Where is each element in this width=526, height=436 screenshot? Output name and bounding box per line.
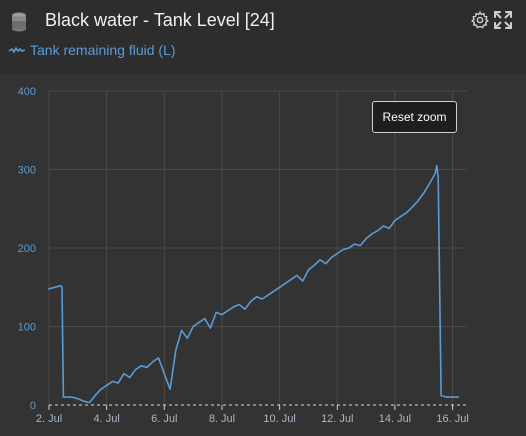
series-line xyxy=(48,164,460,404)
x-tick-label: 4. Jul xyxy=(94,413,120,425)
legend-swatch-icon xyxy=(8,47,26,53)
y-tick-label: 300 xyxy=(18,165,36,177)
widget-title: Black water - Tank Level [24] xyxy=(45,10,275,30)
y-tick-label: 0 xyxy=(30,400,36,412)
tank-icon xyxy=(12,12,26,32)
x-tick-label: 12. Jul xyxy=(321,413,353,425)
x-tick-label: 6. Jul xyxy=(151,413,177,425)
legend-label: Tank remaining fluid (L) xyxy=(30,42,176,58)
y-tick-label: 200 xyxy=(18,243,36,255)
x-tick-label: 2. Jul xyxy=(36,413,62,425)
x-tick-label: 14. Jul xyxy=(379,413,411,425)
line-chart[interactable]: 0 100 200 300 400 2. Jul 4. Jul 6. Jul 8. Jul 10.… xyxy=(0,74,526,436)
x-tick-label: 10. Jul xyxy=(263,413,295,425)
expand-icon[interactable] xyxy=(493,10,513,30)
y-tick-label: 100 xyxy=(18,322,36,334)
gear-icon[interactable] xyxy=(470,10,490,30)
x-tick-label: 8. Jul xyxy=(209,413,235,425)
x-tick-label: 16. Jul xyxy=(436,413,468,425)
legend-item[interactable]: Tank remaining fluid (L) xyxy=(8,40,176,60)
widget-header: Black water - Tank Level [24] xyxy=(0,0,526,74)
chart-canvas[interactable]: 0 100 200 300 400 2. Jul 4. Jul 6. Jul 8. Jul 10.… xyxy=(0,74,526,436)
y-tick-label: 400 xyxy=(18,86,36,98)
reset-zoom-button[interactable]: Reset zoom xyxy=(372,101,457,133)
